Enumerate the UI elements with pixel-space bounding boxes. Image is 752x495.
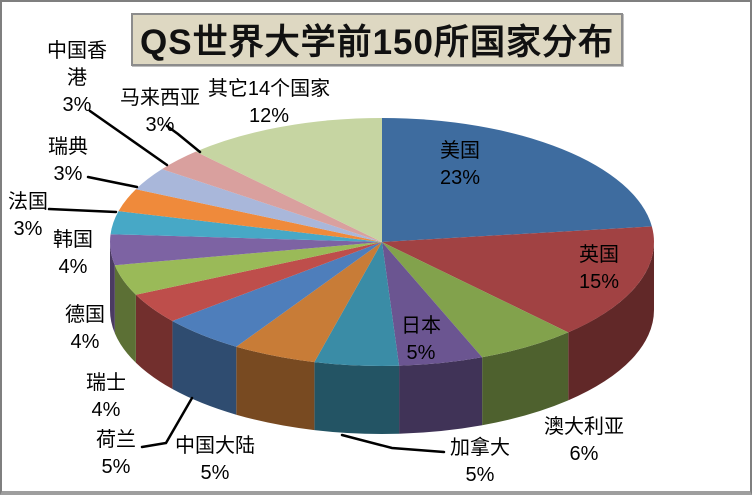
pie-slice-加拿大[interactable] [314,242,400,367]
slice-label-line: 15% [579,271,619,293]
slice-label-line: 中国香 [47,39,107,62]
slice-label-line: 5% [102,456,131,478]
slice-label-line: 4% [92,399,121,421]
pie-slice-side-韩国[interactable] [110,242,115,334]
slice-label-line: 4% [59,256,88,278]
slice-label-line: 3% [14,218,43,240]
slice-label-日本: 日本 5% [401,314,441,364]
slice-label-line: 4% [71,331,100,353]
label-leader-line-马来西亚 [165,124,202,154]
pie-slice-瑞士[interactable] [135,242,382,322]
pie-slice-side-澳大利亚[interactable] [482,332,569,426]
slice-label-line: 其它14个国家 [208,77,330,100]
pie-slice-美国[interactable] [382,118,652,242]
slice-label-line: 法国 [8,190,48,213]
slice-label-line: 3% [63,94,92,116]
label-leader-line-加拿大 [340,433,446,454]
slice-label-line: 12% [249,105,289,127]
pie-slice-side-日本[interactable] [399,357,483,434]
slice-label-line: 澳大利亚 [544,415,624,438]
slice-label-加拿大: 加拿大 5% [450,435,510,486]
slice-label-瑞典: 瑞典 3% [48,135,88,185]
label-leader-line-中国香港 [88,109,169,167]
slice-label-中国大陆: 中国大陆 5% [175,434,255,484]
slice-label-瑞士: 瑞士 4% [86,371,126,421]
slice-label-line: 3% [146,114,175,136]
slice-label-line: 中国大陆 [175,434,255,457]
slice-label-line: 6% [570,443,599,465]
slice-label-line: 港 [67,66,87,89]
pie-slice-side-德国[interactable] [114,265,136,363]
slice-label-澳大利亚: 澳大利亚 6% [544,415,624,465]
slice-label-法国: 法国 3% [8,190,48,240]
pie-slice-其它14个国家[interactable] [195,118,382,242]
slice-label-韩国: 韩国 4% [53,228,93,278]
slice-label-马来西亚: 马来西亚 3% [120,86,200,136]
pie-slice-side-中国大陆[interactable] [236,346,315,431]
slice-label-line: 加拿大 [450,435,510,459]
slice-label-line: 英国 [579,243,619,266]
label-leader-line-法国 [47,207,118,214]
slice-label-line: 23% [440,167,480,189]
slice-label-line: 日本 [401,314,441,337]
slice-label-line: 5% [466,464,495,486]
label-leader-line-瑞典 [86,175,139,189]
slice-label-line: 荷兰 [96,428,136,451]
pie-slice-马来西亚[interactable] [135,169,382,242]
slice-label-其它14个国家: 其它14个国家 12% [208,77,330,127]
pie-slice-德国[interactable] [114,242,382,295]
slice-label-line: 德国 [65,303,105,326]
slice-label-英国: 英国 15% [579,243,619,293]
slice-label-荷兰: 荷兰 5% [96,428,136,478]
pie-slice-日本[interactable] [382,242,483,366]
pie-slice-side-英国[interactable] [568,242,654,401]
slice-label-line: 3% [54,163,83,185]
slice-label-line: 瑞士 [86,371,126,394]
slice-label-line: 韩国 [53,228,93,251]
chart-title: QS世界大学前150所国家分布 [131,13,623,66]
slice-label-美国: 美国 23% [440,139,480,189]
slice-label-德国: 德国 4% [65,303,105,353]
slice-label-line: 5% [407,342,436,364]
pie-slice-法国[interactable] [110,211,382,242]
pie-slice-side-瑞士[interactable] [135,294,173,390]
pie-slice-中国香港[interactable] [161,151,382,242]
pie-slice-英国[interactable] [382,226,655,333]
slice-label-line: 5% [201,462,230,484]
pie-slice-荷兰[interactable] [172,242,382,347]
pie-slice-瑞典[interactable] [118,189,383,242]
slice-label-line: 瑞典 [48,135,88,158]
label-leader-line-荷兰 [140,396,194,449]
pie-slice-澳大利亚[interactable] [382,242,569,358]
pie-slice-side-加拿大[interactable] [314,362,400,435]
slice-label-line: 马来西亚 [120,86,200,109]
pie-slice-韩国[interactable] [110,234,383,266]
pie-slice-side-荷兰[interactable] [172,321,237,415]
pie-slice-中国大陆[interactable] [236,242,382,363]
slice-label-line: 美国 [440,139,480,162]
